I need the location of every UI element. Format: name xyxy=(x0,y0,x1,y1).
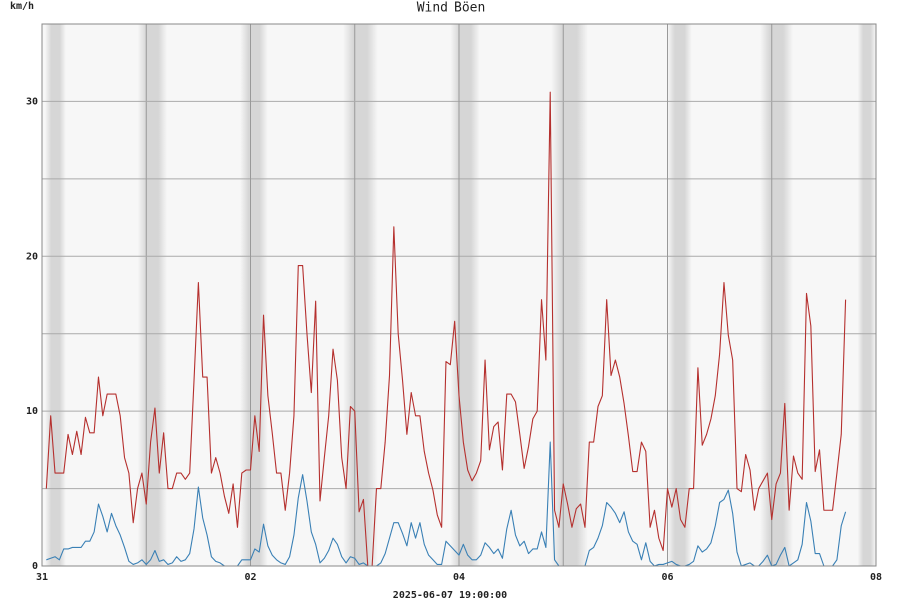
x-tick-label: 08 xyxy=(870,572,882,583)
night-band xyxy=(450,24,480,566)
night-band xyxy=(343,24,378,566)
y-tick-label: 30 xyxy=(26,96,38,107)
night-band xyxy=(240,24,268,566)
night-band xyxy=(551,24,589,566)
x-tick-label: 31 xyxy=(36,572,48,583)
lines xyxy=(45,91,847,567)
night-band xyxy=(667,24,692,566)
plot-frame xyxy=(41,23,877,567)
night-band xyxy=(137,24,168,566)
legend-wind: Wind xyxy=(417,1,448,16)
series-line xyxy=(45,91,847,567)
x-tick-label: 06 xyxy=(661,572,673,583)
y-tick-label: 20 xyxy=(26,251,38,262)
x-tick-label: 04 xyxy=(453,572,465,583)
y-tick-label: 0 xyxy=(32,561,38,572)
x-axis-label: 2025-06-07 19:00:00 xyxy=(393,590,507,600)
legend-boeen: Böen xyxy=(454,1,485,16)
night-band xyxy=(857,24,876,566)
night-bands xyxy=(45,24,876,566)
x-tick-label: 02 xyxy=(244,572,256,583)
y-axis-label: km/h xyxy=(10,1,34,12)
y-tick-label: 10 xyxy=(26,406,38,417)
night-band xyxy=(45,24,66,566)
series-line xyxy=(46,441,847,567)
